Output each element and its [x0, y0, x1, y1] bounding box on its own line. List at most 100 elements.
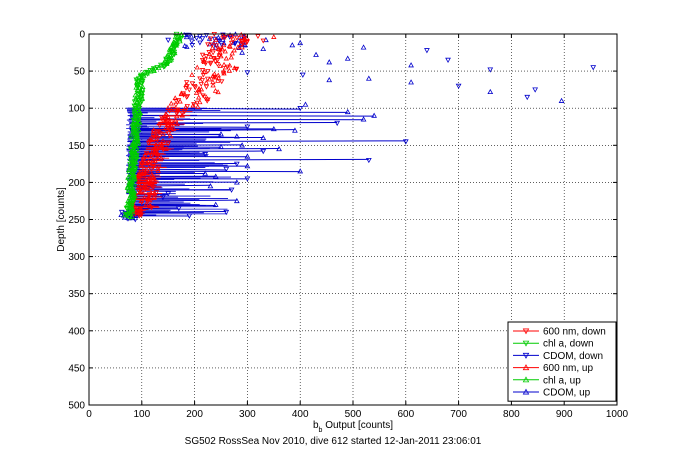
x-tick-label: 500 [345, 409, 362, 420]
red-point [228, 34, 234, 40]
red-point [206, 50, 212, 55]
red-point [174, 110, 181, 115]
cdom-point [408, 62, 414, 68]
x-tick-label: 700 [450, 409, 467, 420]
red-point [239, 44, 245, 50]
red-point [255, 34, 261, 40]
cdom-point [188, 33, 195, 39]
red-point [221, 70, 227, 76]
red-point [271, 34, 277, 39]
cdom-point [244, 70, 251, 76]
red-point [230, 35, 236, 41]
chla-point [128, 213, 135, 219]
red-point [206, 76, 213, 82]
red-point [197, 76, 203, 82]
legend-label: CDOM, up [543, 388, 591, 399]
cdom-point [223, 166, 230, 173]
cdom-spike [127, 168, 227, 171]
cdom-point [213, 41, 220, 47]
cdom-point [590, 65, 597, 71]
series-chla [122, 31, 185, 221]
red-point [143, 201, 149, 207]
chla-point [122, 212, 128, 218]
red-point [145, 140, 152, 146]
y-tick-label: 200 [68, 178, 85, 189]
cdom-point [199, 36, 206, 42]
cdom-point [344, 55, 351, 61]
red-point [231, 47, 237, 53]
cdom-point [118, 209, 125, 216]
cdom-spike [126, 211, 227, 213]
red-point [212, 87, 219, 93]
cdom-spike [127, 140, 406, 143]
red-point [199, 78, 206, 83]
y-tick-label: 350 [68, 289, 85, 300]
red-point [136, 213, 142, 219]
figure-caption: SG502 RossSea Nov 2010, dive 612 started… [185, 436, 482, 447]
red-point [214, 58, 221, 63]
cdom-point [221, 40, 227, 46]
red-point [135, 188, 142, 194]
chla-point [161, 63, 168, 70]
chla-point [127, 161, 133, 168]
chla-point [130, 117, 137, 124]
cdom-point [189, 43, 195, 48]
red-point [177, 98, 183, 104]
red-point [155, 168, 161, 173]
red-point [166, 108, 173, 114]
red-point [158, 115, 165, 121]
x-tick-label: 400 [292, 409, 309, 420]
data-layer [118, 31, 597, 223]
red-point [234, 35, 240, 41]
chla-point [127, 215, 133, 221]
cdom-point [233, 197, 240, 204]
chla-point [160, 64, 167, 70]
cdom-point [216, 38, 223, 44]
cdom-point [233, 161, 240, 167]
legend-label: 600 nm, down [543, 327, 606, 338]
red-point [209, 42, 215, 48]
legend-label: 600 nm, up [543, 363, 593, 374]
y-tick-label: 450 [68, 363, 85, 374]
cdom-point [165, 37, 172, 43]
axis-ticks: 0 100 200 300 400 500 600 700 800 900 1000 0 50 100 15… [68, 30, 628, 421]
chla-point [137, 109, 144, 116]
red-point [211, 56, 217, 62]
chla-point [131, 117, 138, 123]
red-point [199, 68, 206, 73]
chla-point [125, 174, 132, 180]
cdom-point [302, 101, 309, 107]
red-point [139, 200, 145, 206]
red-point [183, 86, 189, 91]
cdom-point [236, 45, 242, 50]
red-point [193, 89, 200, 95]
chla-point [171, 52, 178, 58]
red-point [215, 46, 222, 51]
red-point [140, 157, 147, 163]
cdom-point [220, 36, 226, 42]
red-point [153, 140, 159, 146]
red-point [219, 79, 225, 85]
cdom-point [244, 176, 251, 182]
y-tick-label: 100 [68, 104, 85, 115]
red-point [227, 43, 233, 49]
cdom-point [207, 183, 214, 189]
red-point [165, 124, 171, 130]
cdom-point [270, 125, 277, 132]
red-point [203, 54, 209, 59]
y-tick-label: 150 [68, 141, 85, 152]
cdom-point [402, 139, 409, 145]
red-point [195, 94, 202, 100]
red-point [222, 48, 228, 54]
cdom-point [206, 35, 213, 41]
cdom-point [276, 145, 282, 152]
red-point [170, 126, 177, 131]
cdom-point [197, 40, 203, 46]
legend-box [507, 321, 617, 402]
red-point [223, 55, 229, 61]
y-tick-label: 250 [68, 215, 85, 226]
red-point [205, 69, 211, 74]
cdom-spike [128, 158, 369, 161]
y-tick-label: 50 [74, 67, 86, 78]
